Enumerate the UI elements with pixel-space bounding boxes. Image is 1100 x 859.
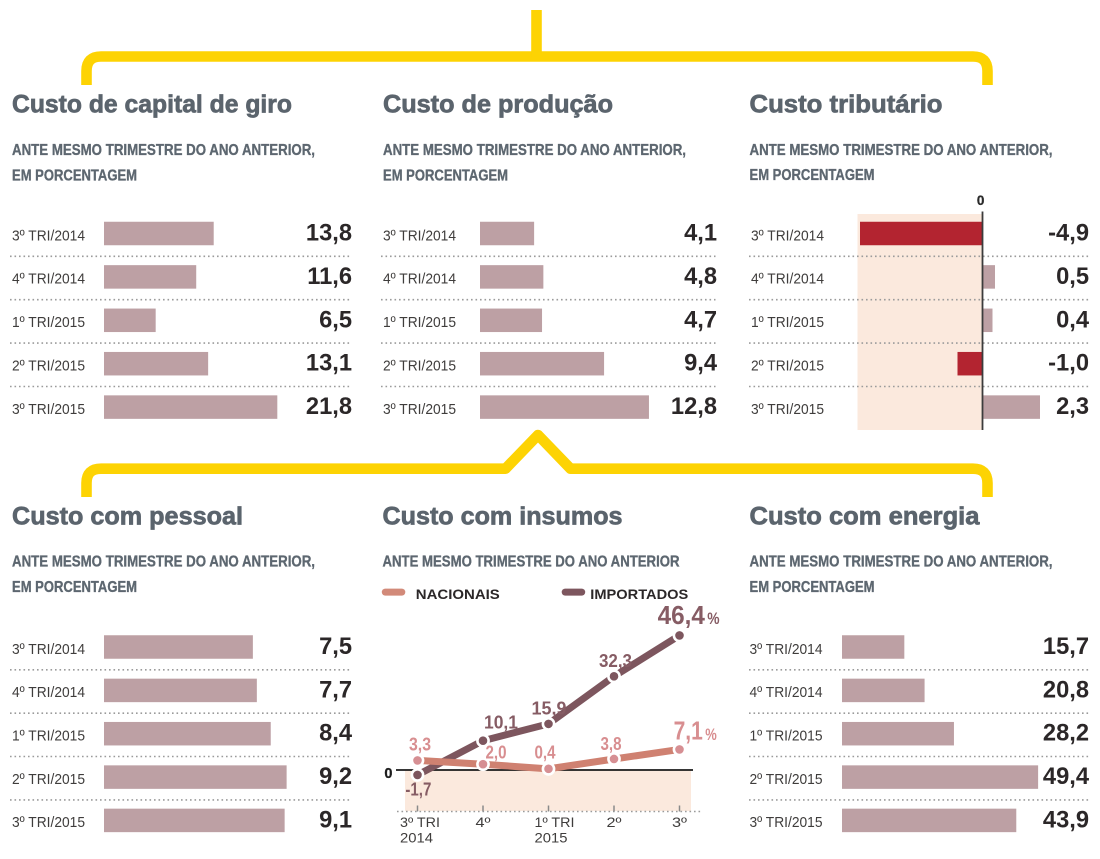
svg-text:3º TRI/2014: 3º TRI/2014 [751, 227, 824, 244]
svg-text:1º TRI/2015: 1º TRI/2015 [12, 728, 85, 745]
svg-text:4º TRI/2014: 4º TRI/2014 [12, 271, 85, 288]
svg-text:-1,0: -1,0 [1048, 351, 1089, 377]
svg-text:7,1: 7,1 [674, 718, 703, 746]
svg-text:2014: 2014 [400, 830, 433, 846]
svg-text:2º TRI/2015: 2º TRI/2015 [12, 358, 85, 375]
svg-text:3º TRI/2015: 3º TRI/2015 [383, 401, 456, 418]
svg-text:0,5: 0,5 [1056, 264, 1089, 290]
svg-text:2º TRI/2015: 2º TRI/2015 [12, 771, 85, 788]
svg-text:1º TRI/2015: 1º TRI/2015 [751, 314, 824, 331]
svg-text:IMPORTADOS: IMPORTADOS [590, 586, 688, 602]
svg-text:ANTE MESMO TRIMESTRE DO ANO AN: ANTE MESMO TRIMESTRE DO ANO ANTERIOR, [750, 554, 1053, 571]
svg-text:3º TRI/2014: 3º TRI/2014 [383, 227, 456, 244]
svg-text:15,9: 15,9 [532, 698, 567, 718]
svg-text:7,5: 7,5 [319, 634, 352, 660]
svg-text:13,8: 13,8 [306, 221, 352, 247]
svg-text:1º TRI: 1º TRI [535, 814, 575, 830]
svg-text:3º TRI/2015: 3º TRI/2015 [12, 814, 85, 831]
svg-text:2,0: 2,0 [486, 743, 507, 763]
svg-text:2º TRI/2015: 2º TRI/2015 [751, 358, 824, 375]
svg-text:Custo com insumos: Custo com insumos [383, 503, 623, 531]
svg-text:3º TRI/2015: 3º TRI/2015 [12, 401, 85, 418]
svg-text:2º TRI/2015: 2º TRI/2015 [750, 771, 823, 788]
svg-text:ANTE MESMO TRIMESTRE DO ANO AN: ANTE MESMO TRIMESTRE DO ANO ANTERIOR [383, 554, 680, 571]
svg-text:%: % [705, 725, 717, 744]
svg-text:13,1: 13,1 [306, 351, 352, 377]
svg-text:-1,7: -1,7 [405, 779, 431, 799]
svg-text:49,4: 49,4 [1043, 764, 1090, 790]
svg-text:1º TRI/2015: 1º TRI/2015 [383, 314, 456, 331]
svg-text:3º TRI: 3º TRI [400, 814, 440, 830]
svg-text:4,8: 4,8 [684, 264, 717, 290]
svg-text:4,7: 4,7 [684, 307, 717, 333]
svg-text:8,4: 8,4 [319, 721, 353, 747]
svg-text:Custo com energia: Custo com energia [750, 503, 981, 531]
svg-text:EM PORCENTAGEM: EM PORCENTAGEM [12, 579, 137, 596]
svg-text:3º TRI/2015: 3º TRI/2015 [750, 814, 823, 831]
svg-text:4,1: 4,1 [684, 221, 717, 247]
svg-text:6,5: 6,5 [319, 307, 352, 333]
svg-text:3,8: 3,8 [601, 734, 622, 754]
svg-text:EM PORCENTAGEM: EM PORCENTAGEM [12, 167, 137, 184]
svg-text:4º TRI/2014: 4º TRI/2014 [750, 684, 823, 701]
svg-text:3º TRI/2014: 3º TRI/2014 [12, 227, 85, 244]
svg-text:Custo tributário: Custo tributário [750, 90, 943, 118]
svg-text:1º TRI/2015: 1º TRI/2015 [750, 728, 823, 745]
svg-text:2,3: 2,3 [1056, 394, 1089, 420]
svg-text:Custo com pessoal: Custo com pessoal [12, 503, 243, 531]
svg-text:-4,9: -4,9 [1048, 221, 1089, 247]
svg-text:28,2: 28,2 [1043, 721, 1089, 747]
svg-text:3º TRI/2014: 3º TRI/2014 [750, 641, 823, 658]
svg-text:NACIONAIS: NACIONAIS [416, 586, 500, 602]
svg-text:ANTE MESMO TRIMESTRE DO ANO AN: ANTE MESMO TRIMESTRE DO ANO ANTERIOR, [12, 554, 315, 571]
svg-text:15,7: 15,7 [1043, 634, 1089, 660]
svg-text:EM PORCENTAGEM: EM PORCENTAGEM [750, 167, 875, 184]
svg-text:4º TRI/2014: 4º TRI/2014 [12, 684, 85, 701]
svg-text:Custo de produção: Custo de produção [383, 90, 613, 118]
svg-text:4º TRI/2014: 4º TRI/2014 [751, 271, 824, 288]
svg-text:ANTE MESMO TRIMESTRE DO ANO AN: ANTE MESMO TRIMESTRE DO ANO ANTERIOR, [750, 142, 1053, 159]
svg-text:0: 0 [977, 193, 985, 208]
svg-text:9,2: 9,2 [319, 764, 352, 790]
svg-text:1º TRI/2015: 1º TRI/2015 [12, 314, 85, 331]
svg-text:3º TRI/2015: 3º TRI/2015 [751, 401, 824, 418]
svg-text:2015: 2015 [535, 830, 568, 846]
svg-text:11,6: 11,6 [307, 264, 352, 290]
svg-text:7,7: 7,7 [319, 677, 352, 703]
svg-text:12,8: 12,8 [671, 394, 717, 420]
svg-text:3º: 3º [672, 814, 687, 830]
svg-text:9,4: 9,4 [684, 351, 718, 377]
svg-text:Custo de capital de giro: Custo de capital de giro [12, 90, 292, 118]
svg-text:0,4: 0,4 [1056, 307, 1090, 333]
svg-text:10,1: 10,1 [484, 713, 518, 733]
svg-text:EM PORCENTAGEM: EM PORCENTAGEM [750, 579, 875, 596]
svg-text:4º: 4º [476, 814, 491, 830]
svg-text:0: 0 [384, 766, 392, 782]
svg-text:46,4: 46,4 [658, 602, 706, 630]
svg-text:EM PORCENTAGEM: EM PORCENTAGEM [383, 167, 508, 184]
svg-text:21,8: 21,8 [306, 394, 352, 420]
svg-text:9,1: 9,1 [319, 807, 352, 833]
svg-text:43,9: 43,9 [1043, 807, 1089, 833]
svg-text:3º TRI/2014: 3º TRI/2014 [12, 641, 85, 658]
svg-text:4º TRI/2014: 4º TRI/2014 [383, 271, 456, 288]
svg-text:2º: 2º [607, 814, 622, 830]
svg-text:%: % [707, 609, 719, 628]
svg-text:2º TRI/2015: 2º TRI/2015 [383, 358, 456, 375]
svg-text:32,3: 32,3 [599, 651, 632, 671]
svg-text:ANTE MESMO TRIMESTRE DO ANO AN: ANTE MESMO TRIMESTRE DO ANO ANTERIOR, [383, 142, 686, 159]
svg-text:0,4: 0,4 [535, 743, 556, 763]
svg-text:3,3: 3,3 [409, 735, 431, 755]
svg-text:20,8: 20,8 [1043, 677, 1089, 703]
svg-text:ANTE MESMO TRIMESTRE DO ANO AN: ANTE MESMO TRIMESTRE DO ANO ANTERIOR, [12, 142, 315, 159]
